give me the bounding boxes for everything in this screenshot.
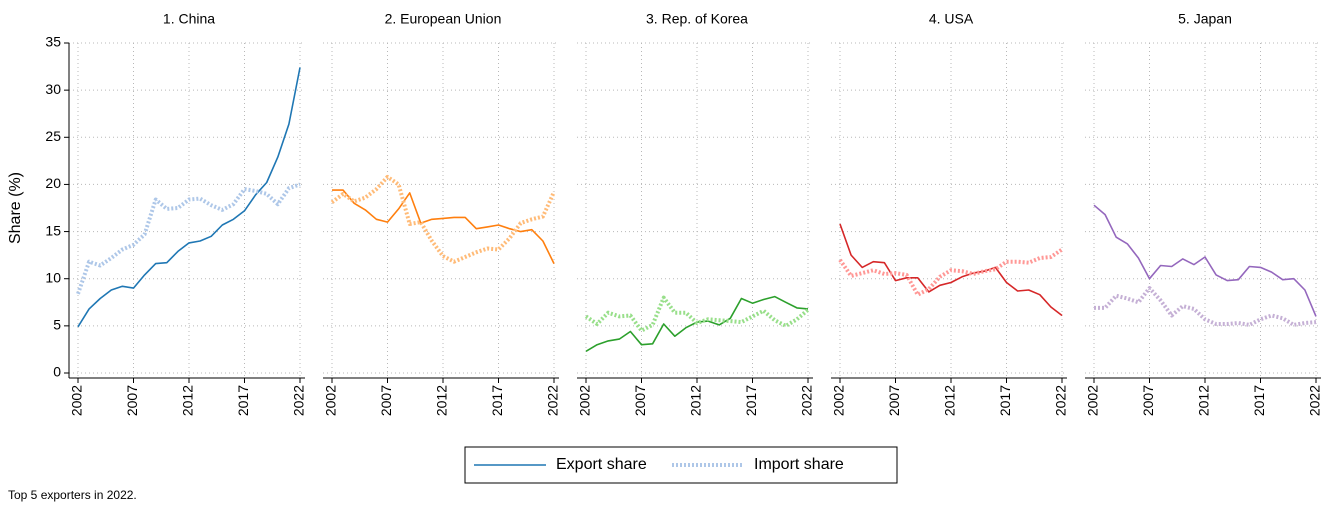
legend-label: Import share xyxy=(754,456,844,473)
panel-title: 4. USA xyxy=(929,11,974,27)
series-line xyxy=(1094,286,1317,327)
x-tick-label: 2002 xyxy=(1085,385,1101,416)
x-tick-label: 2022 xyxy=(1053,385,1069,416)
y-tick-label: 15 xyxy=(45,222,61,238)
x-tick-label: 2017 xyxy=(997,385,1013,416)
series-line xyxy=(838,247,1064,297)
x-tick-label: 2012 xyxy=(942,385,958,416)
panel-title: 5. Japan xyxy=(1178,11,1232,27)
y-tick-label: 25 xyxy=(45,128,61,144)
y-tick-label: 35 xyxy=(45,34,61,50)
series-line xyxy=(1093,204,1317,317)
x-tick-label: 2017 xyxy=(235,385,251,416)
x-tick-label: 2002 xyxy=(577,385,593,416)
x-tick-label: 2007 xyxy=(378,385,394,416)
y-tick-label: 5 xyxy=(53,317,61,333)
x-tick-label: 2002 xyxy=(831,385,847,416)
series-line xyxy=(77,67,301,328)
series-line xyxy=(839,223,1063,317)
y-tick-label: 10 xyxy=(45,269,61,285)
x-tick-label: 2017 xyxy=(489,385,505,416)
series-line xyxy=(332,189,555,264)
x-tick-label: 2012 xyxy=(1196,385,1212,416)
x-tick-label: 2022 xyxy=(799,385,815,416)
x-tick-label: 2012 xyxy=(434,385,450,416)
x-tick-label: 2002 xyxy=(323,385,339,416)
series-line xyxy=(76,182,301,295)
x-tick-label: 2012 xyxy=(688,385,704,416)
legend-label: Export share xyxy=(556,456,647,473)
x-tick-label: 2022 xyxy=(545,385,561,416)
x-tick-label: 2007 xyxy=(886,385,902,416)
series-line xyxy=(584,295,810,333)
note: Top 5 exporters in 2022. xyxy=(8,488,137,502)
x-tick-label: 2017 xyxy=(743,385,759,416)
x-tick-label: 2012 xyxy=(180,385,196,416)
panel-title: 2. European Union xyxy=(385,11,502,27)
y-tick-label: 20 xyxy=(45,175,61,191)
x-tick-label: 2022 xyxy=(291,385,307,416)
x-tick-label: 2007 xyxy=(632,385,648,416)
y-tick-label: 0 xyxy=(53,364,61,380)
x-tick-label: 2007 xyxy=(1140,385,1156,416)
x-tick-label: 2017 xyxy=(1251,385,1267,416)
x-tick-label: 2022 xyxy=(1307,385,1323,416)
panel-title: 3. Rep. of Korea xyxy=(646,11,748,27)
y-axis-label: Share (%) xyxy=(7,172,24,244)
x-tick-label: 2007 xyxy=(124,385,140,416)
panel-title: 1. China xyxy=(163,11,215,27)
y-tick-label: 30 xyxy=(45,81,61,97)
x-tick-label: 2002 xyxy=(69,385,85,416)
